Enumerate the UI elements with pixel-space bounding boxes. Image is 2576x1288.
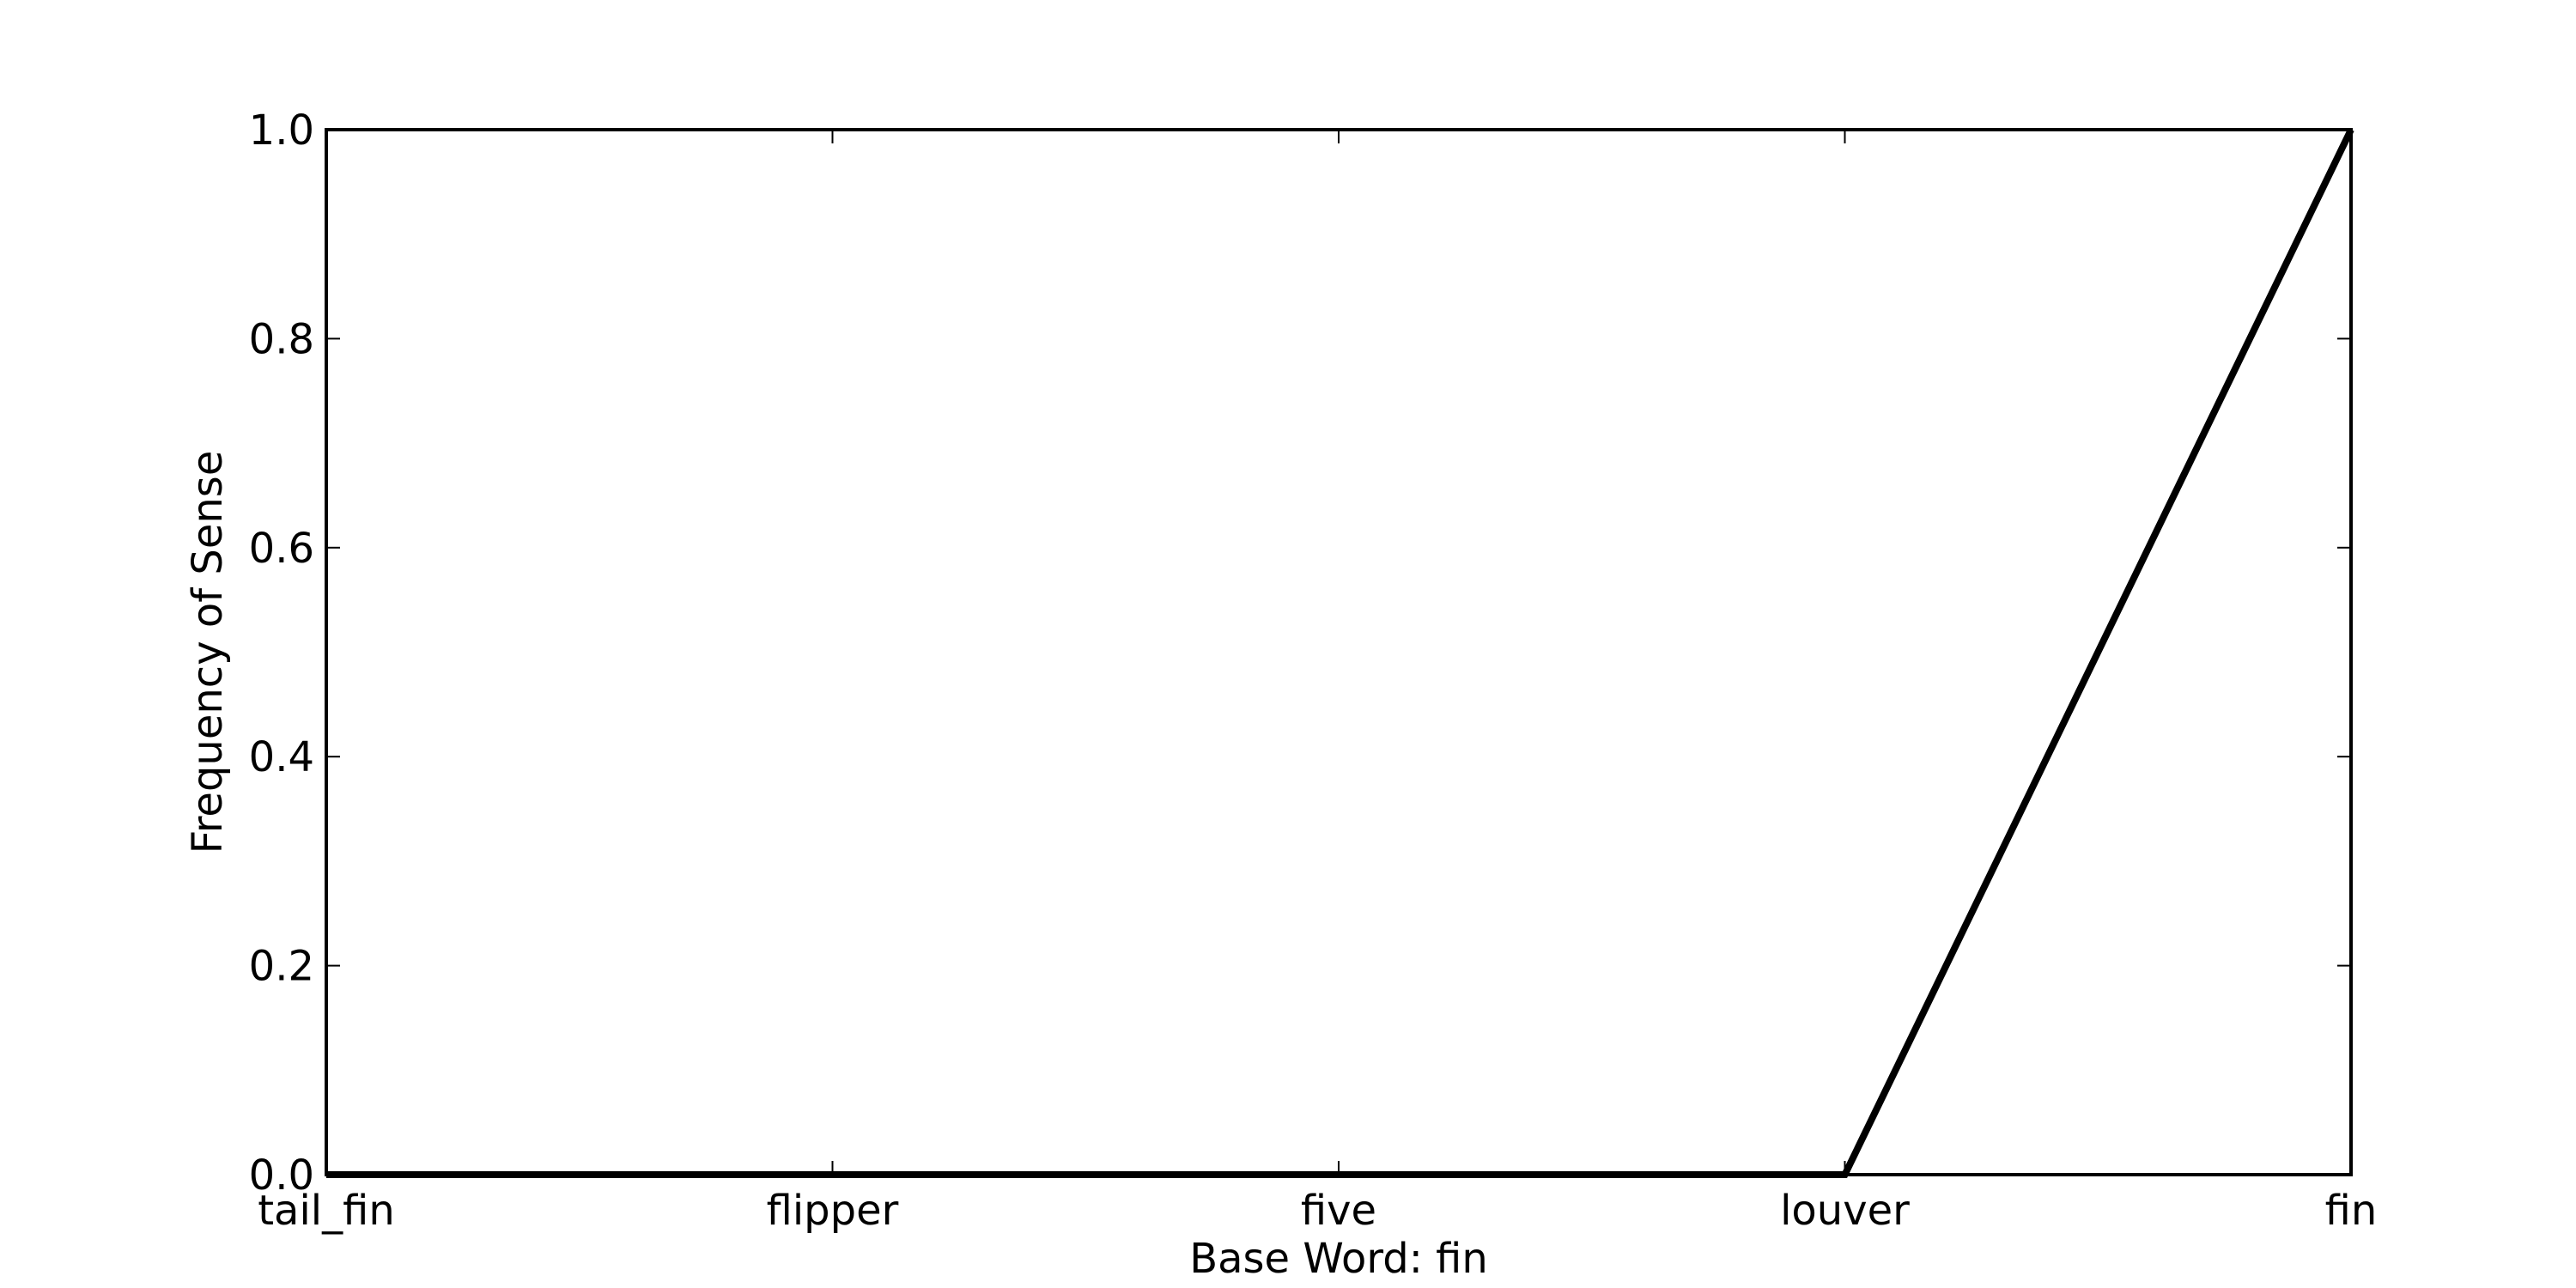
series-line: [326, 128, 2354, 1178]
x-tick-label: fin: [2325, 1187, 2378, 1235]
y-tick-label: 0.2: [249, 943, 314, 991]
y-tick-label: 0.0: [249, 1151, 314, 1200]
x-tick-label: tail_fin: [258, 1187, 395, 1235]
x-tick-label: five: [1301, 1187, 1376, 1235]
y-axis-label: Frequency of Sense: [184, 451, 232, 854]
y-tick-label: 1.0: [249, 106, 314, 155]
y-axis: 0.0 0.2 0.4 0.6 0.8 1.0: [249, 106, 2351, 1200]
y-tick-label: 0.4: [249, 733, 314, 781]
y-tick-label: 0.6: [249, 525, 314, 573]
x-tick-label: louver: [1780, 1187, 1910, 1235]
y-tick-label: 0.8: [249, 315, 314, 363]
x-axis-label: Base Word: fin: [1189, 1235, 1488, 1283]
x-tick-label: flipper: [767, 1187, 899, 1235]
series-layer: [326, 128, 2354, 1178]
